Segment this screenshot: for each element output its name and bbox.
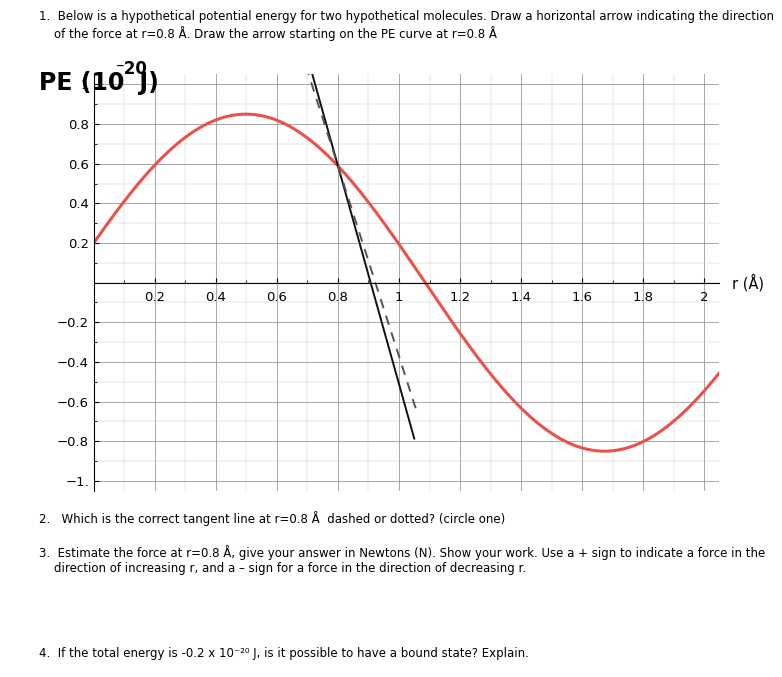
Text: ⁻20: ⁻20 — [116, 60, 148, 78]
Text: PE (10: PE (10 — [39, 71, 124, 95]
Text: 1.2: 1.2 — [450, 290, 471, 303]
Text: 1.  Below is a hypothetical potential energy for two hypothetical molecules. Dra: 1. Below is a hypothetical potential ene… — [39, 10, 774, 41]
Text: 1.6: 1.6 — [572, 290, 593, 303]
Text: r (Å): r (Å) — [732, 274, 764, 291]
Text: 2: 2 — [700, 290, 708, 303]
Text: 1.4: 1.4 — [511, 290, 532, 303]
Text: 0.2: 0.2 — [145, 290, 165, 303]
Text: 0.8: 0.8 — [328, 290, 349, 303]
Text: 4.  If the total energy is -0.2 x 10⁻²⁰ J, is it possible to have a bound state?: 4. If the total energy is -0.2 x 10⁻²⁰ J… — [39, 647, 529, 659]
Text: 1.8: 1.8 — [633, 290, 654, 303]
Text: 0.4: 0.4 — [206, 290, 226, 303]
Text: 2.   Which is the correct tangent line at r=0.8 Å  dashed or dotted? (circle one: 2. Which is the correct tangent line at … — [39, 511, 505, 526]
Text: J): J) — [131, 71, 160, 95]
Text: 1: 1 — [395, 290, 404, 303]
Text: 0.6: 0.6 — [267, 290, 287, 303]
Text: 3.  Estimate the force at r=0.8 Å, give your answer in Newtons (N). Show your wo: 3. Estimate the force at r=0.8 Å, give y… — [39, 545, 766, 575]
